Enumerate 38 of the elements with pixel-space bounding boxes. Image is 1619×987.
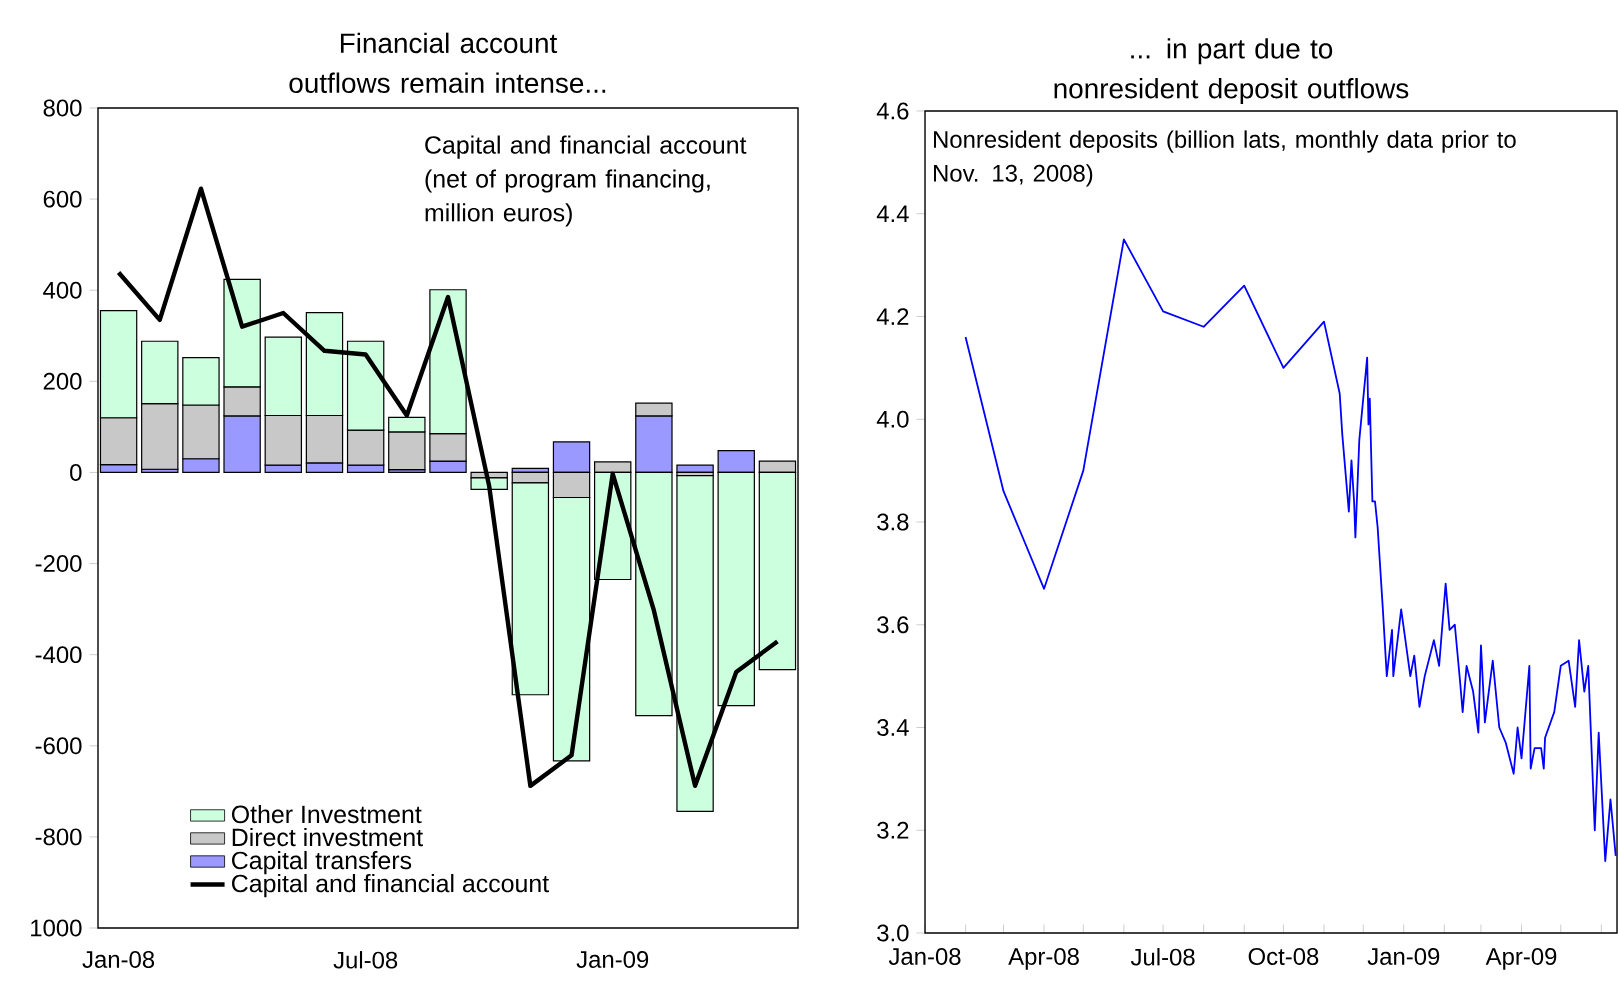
x-tick-label: Jul-08 — [1130, 948, 1195, 966]
legend-label: Capital and financial account — [232, 873, 549, 898]
legend-label: Direct investment — [232, 827, 423, 847]
y-tick-label: 4.0 — [876, 410, 909, 428]
chart-title: ... in part due to nonresident deposit outflows — [1054, 38, 1409, 104]
x-tick-label: Jan-08 — [888, 948, 961, 965]
y-tick-label: 1000 — [31, 919, 82, 937]
y-tick-label: 3.4 — [877, 719, 909, 736]
bar — [676, 464, 714, 474]
legend-label: Capital transfers — [232, 850, 412, 875]
y-tick-label: 3.6 — [877, 616, 909, 634]
y-tick-label: -600 — [35, 737, 82, 755]
x-tick-label: Jan-09 — [576, 951, 649, 968]
line-series — [964, 238, 1617, 862]
y-tick-label: -200 — [35, 555, 82, 572]
annotation: Nonresident deposits (billion lats, monthly data prior to Nov. 13, 2008) — [934, 130, 1516, 187]
y-tick-label: 200 — [43, 372, 82, 390]
x-tick-label: Jan-09 — [1367, 948, 1440, 965]
y-tick-label: -800 — [35, 828, 82, 846]
y-tick-label: 0 — [70, 463, 82, 481]
x-tick-label: Oct-08 — [1248, 948, 1319, 965]
y-tick-label: -400 — [35, 646, 82, 664]
y-tick-label: 400 — [43, 281, 82, 299]
y-tick-label: 600 — [43, 190, 82, 208]
y-tick-label: 800 — [43, 99, 82, 117]
chart-title: Financial account outflows remain intense... — [289, 32, 606, 93]
y-tick-label: 4.2 — [876, 308, 909, 325]
x-tick-label: Apr-08 — [1008, 948, 1079, 970]
x-tick-label: Jan-08 — [82, 951, 155, 968]
y-tick-label: 3.2 — [877, 821, 909, 839]
y-tick-label: 4.6 — [876, 102, 909, 120]
y-tick-label: 3.8 — [877, 513, 909, 531]
y-tick-label: 4.4 — [876, 205, 909, 222]
x-tick-label: Jul-08 — [333, 951, 398, 969]
x-tick-label: Apr-09 — [1485, 948, 1557, 970]
y-tick-label: 3.0 — [877, 924, 909, 942]
annotation: Capital and financial account (net of program financing, million euros) — [425, 135, 747, 227]
legend-label: Other Investment — [231, 804, 422, 824]
